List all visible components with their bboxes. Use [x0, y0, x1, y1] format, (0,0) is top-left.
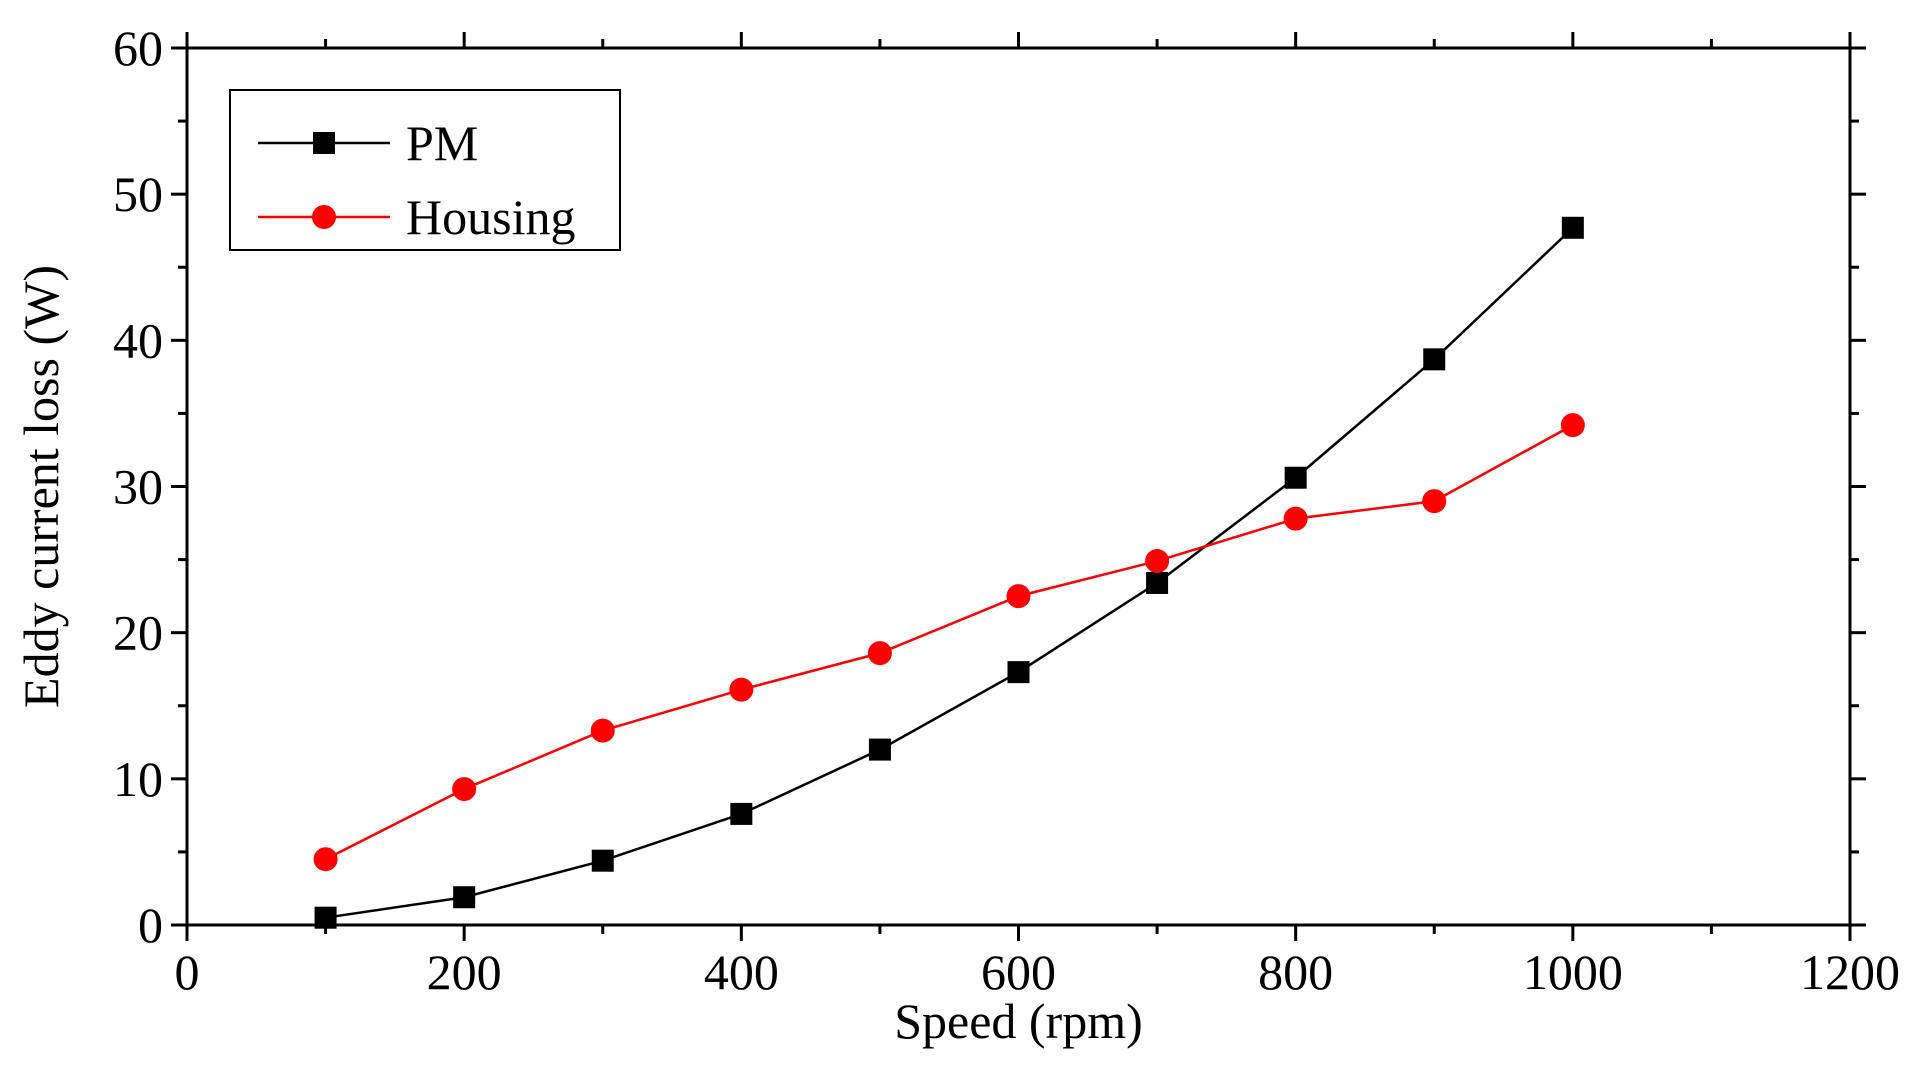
x-tick-label: 600 [981, 944, 1056, 1000]
legend-marker-housing [312, 205, 336, 229]
data-point-housing [867, 641, 892, 666]
data-point-pm [1007, 661, 1030, 684]
data-point-pm [1284, 466, 1307, 489]
data-point-housing [590, 718, 615, 743]
y-tick-label: 10 [113, 751, 163, 807]
legend-box [229, 89, 621, 251]
data-point-pm [1423, 348, 1446, 371]
data-point-housing [1006, 584, 1031, 609]
series-housing [313, 413, 1585, 872]
legend-entry-housing: Housing [258, 189, 575, 245]
data-point-pm [591, 849, 614, 872]
x-tick-label: 0 [175, 944, 200, 1000]
data-point-housing [1283, 506, 1308, 531]
y-axis-label: Eddy current loss (W) [13, 265, 69, 708]
x-tick-label: 800 [1258, 944, 1333, 1000]
legend: PM Housing [229, 89, 621, 251]
y-tick-label: 0 [138, 897, 163, 953]
x-axis-label: Speed (rpm) [894, 993, 1143, 1049]
x-tick-label: 400 [704, 944, 779, 1000]
plot-frame [185, 46, 1852, 927]
data-point-housing [313, 847, 338, 872]
data-point-pm [453, 886, 476, 909]
y-tick-label: 40 [113, 312, 163, 368]
data-point-pm [314, 906, 337, 929]
x-tick-label: 200 [427, 944, 502, 1000]
series-pm [314, 216, 1584, 929]
data-point-pm [1146, 571, 1169, 594]
data-point-housing [452, 777, 477, 802]
data-point-housing [1422, 489, 1447, 514]
x-tick-label: 1000 [1523, 944, 1623, 1000]
y-tick-label: 60 [113, 20, 163, 76]
x-tick-label: 1200 [1800, 944, 1900, 1000]
legend-entry-pm: PM [258, 115, 478, 171]
y-tick-label: 50 [113, 166, 163, 222]
series-layer [313, 216, 1585, 929]
legend-label-housing: Housing [406, 189, 575, 245]
series-line-housing [325, 424, 1574, 861]
ticks-layer: 0 200 400 600 800 1000 1200 0 10 20 30 40 50 60 [113, 20, 1900, 1000]
data-point-pm [868, 738, 891, 761]
data-point-pm [1561, 216, 1584, 239]
data-point-pm [730, 802, 753, 825]
y-tick-label: 30 [113, 459, 163, 515]
data-point-housing [729, 677, 754, 702]
legend-entries: PM Housing [258, 115, 575, 245]
series-line-pm [325, 226, 1574, 919]
legend-marker-pm [313, 132, 335, 154]
y-tick-label: 20 [113, 605, 163, 661]
legend-label-pm: PM [406, 115, 478, 171]
data-point-housing [1145, 549, 1170, 574]
data-point-housing [1560, 413, 1585, 438]
